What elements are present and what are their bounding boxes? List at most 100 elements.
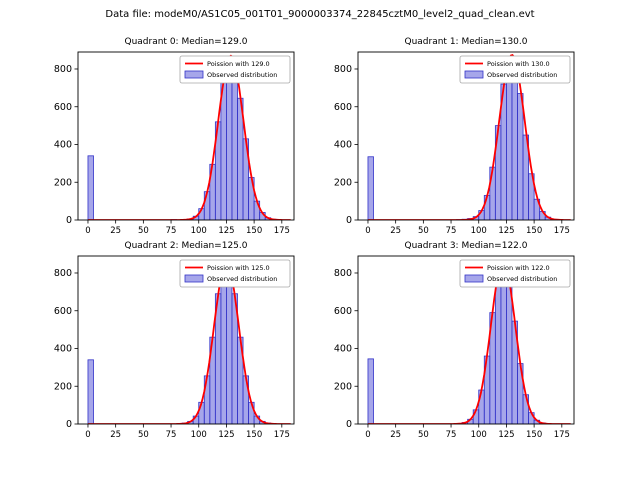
x-tick-label: 25 xyxy=(110,226,121,236)
x-tick-label: 50 xyxy=(418,226,429,236)
legend-observed-label: Observed distribution xyxy=(207,275,277,283)
histogram-bar xyxy=(87,359,94,424)
x-tick-label: 0 xyxy=(85,430,90,440)
plot-border xyxy=(77,255,295,425)
x-tick-label: 50 xyxy=(138,226,149,236)
legend-observed-label: Observed distribution xyxy=(207,71,277,79)
y-tick-label: 800 xyxy=(54,64,72,75)
histogram-bar xyxy=(367,358,374,424)
plot-border xyxy=(77,51,295,221)
legend-bar-patch xyxy=(464,274,484,283)
y-tick-label: 200 xyxy=(334,177,352,188)
x-tick-label: 0 xyxy=(365,430,370,440)
x-tick-label: 150 xyxy=(526,226,542,236)
legend: Poission with 129.0 Observed distribution xyxy=(179,55,291,84)
legend-fit-label: Poission with 129.0 xyxy=(207,60,270,68)
legend-bar-patch xyxy=(464,70,484,79)
x-tick-label: 175 xyxy=(274,430,290,440)
x-tick-label: 150 xyxy=(246,226,262,236)
x-tick-label: 150 xyxy=(526,430,542,440)
poisson-fit-line xyxy=(368,260,571,424)
y-tick-label: 400 xyxy=(334,344,352,355)
y-tick-label: 400 xyxy=(334,140,352,151)
histogram-bar xyxy=(517,93,524,220)
subplot-quadrant-1: Quadrant 1: Median=130.0 0 25 50 75 100 125 150… xyxy=(308,34,588,238)
x-tick-label: 100 xyxy=(191,430,207,440)
y-axis-ticks: 0 200 400 600 800 xyxy=(334,268,358,430)
quadrant-3-plot: Quadrant 3: Median=122.0 0 25 50 75 100 125 150… xyxy=(334,241,575,440)
x-tick-label: 150 xyxy=(246,430,262,440)
x-tick-label: 75 xyxy=(446,430,457,440)
y-tick-label: 0 xyxy=(346,419,352,430)
quadrant-1-plot: Quadrant 1: Median=130.0 0 25 50 75 100 125 150… xyxy=(334,37,575,236)
poisson-fit-line xyxy=(368,53,571,220)
y-axis-ticks: 0 200 400 600 800 xyxy=(54,268,78,430)
x-axis-ticks: 0 25 50 75 100 125 150 175 xyxy=(85,220,290,236)
legend-fit-label: Poission with 130.0 xyxy=(487,60,550,68)
subplot-title: Quadrant 1: Median=130.0 xyxy=(405,37,528,47)
x-tick-label: 175 xyxy=(274,226,290,236)
y-tick-label: 600 xyxy=(54,102,72,113)
x-tick-label: 0 xyxy=(365,226,370,236)
x-tick-label: 175 xyxy=(554,430,570,440)
x-tick-label: 100 xyxy=(471,430,487,440)
x-tick-label: 125 xyxy=(218,430,234,440)
histogram-bars xyxy=(367,263,552,424)
x-tick-label: 75 xyxy=(166,226,177,236)
x-tick-label: 100 xyxy=(471,226,487,236)
x-axis-ticks: 0 25 50 75 100 125 150 175 xyxy=(365,424,570,440)
quadrant-0-plot: Quadrant 0: Median=129.0 0 25 50 75 100 125 150… xyxy=(54,37,295,236)
y-axis-ticks: 0 200 400 600 800 xyxy=(334,64,358,226)
histogram-bar xyxy=(511,61,518,220)
subplot-quadrant-2: Quadrant 2: Median=125.0 0 25 50 75 100 125 150… xyxy=(28,238,308,442)
legend: Poission with 130.0 Observed distribution xyxy=(459,55,571,84)
y-tick-label: 600 xyxy=(334,306,352,317)
x-axis-ticks: 0 25 50 75 100 125 150 175 xyxy=(85,424,290,440)
x-tick-label: 75 xyxy=(166,430,177,440)
y-axis-ticks: 0 200 400 600 800 xyxy=(54,64,78,226)
legend-fit-label: Poission with 122.0 xyxy=(487,264,550,272)
x-tick-label: 175 xyxy=(554,226,570,236)
x-tick-label: 50 xyxy=(418,430,429,440)
y-tick-label: 200 xyxy=(334,381,352,392)
y-tick-label: 800 xyxy=(54,268,72,279)
y-tick-label: 200 xyxy=(54,177,72,188)
histogram-bars xyxy=(87,264,277,424)
histogram-bars xyxy=(87,57,283,220)
subplot-quadrant-0: Quadrant 0: Median=129.0 0 25 50 75 100 125 150… xyxy=(28,34,308,238)
x-tick-label: 125 xyxy=(498,226,514,236)
subplot-title: Quadrant 2: Median=125.0 xyxy=(125,241,248,251)
y-tick-label: 800 xyxy=(334,64,352,75)
legend: Poission with 122.0 Observed distribution xyxy=(459,259,571,288)
poisson-fit-line xyxy=(88,54,291,220)
subplot-quadrant-3: Quadrant 3: Median=122.0 0 25 50 75 100 125 150… xyxy=(308,238,588,442)
legend: Poission with 125.0 Observed distribution xyxy=(179,259,291,288)
legend-observed-label: Observed distribution xyxy=(487,275,557,283)
x-tick-label: 25 xyxy=(390,226,401,236)
legend-bar-patch xyxy=(184,70,204,79)
x-tick-label: 0 xyxy=(85,226,90,236)
x-tick-label: 25 xyxy=(390,430,401,440)
y-tick-label: 200 xyxy=(54,381,72,392)
y-tick-label: 0 xyxy=(66,419,72,430)
x-tick-label: 125 xyxy=(218,226,234,236)
x-tick-label: 125 xyxy=(498,430,514,440)
y-tick-label: 0 xyxy=(66,215,72,226)
histogram-bar xyxy=(367,156,374,220)
subplot-title: Quadrant 3: Median=122.0 xyxy=(405,241,528,251)
histogram-bar xyxy=(226,264,233,424)
legend-bar-patch xyxy=(184,274,204,283)
histogram-bar xyxy=(87,155,94,220)
plot-border xyxy=(357,255,575,425)
histogram-bar xyxy=(220,80,227,220)
histogram-bar xyxy=(500,263,507,424)
histogram-bar xyxy=(220,265,227,424)
x-tick-label: 75 xyxy=(446,226,457,236)
histogram-bar xyxy=(231,66,238,220)
poisson-fit-line xyxy=(88,261,291,424)
y-tick-label: 400 xyxy=(54,344,72,355)
histogram-bar xyxy=(506,281,513,424)
legend-observed-label: Observed distribution xyxy=(487,71,557,79)
plot-border xyxy=(357,51,575,221)
